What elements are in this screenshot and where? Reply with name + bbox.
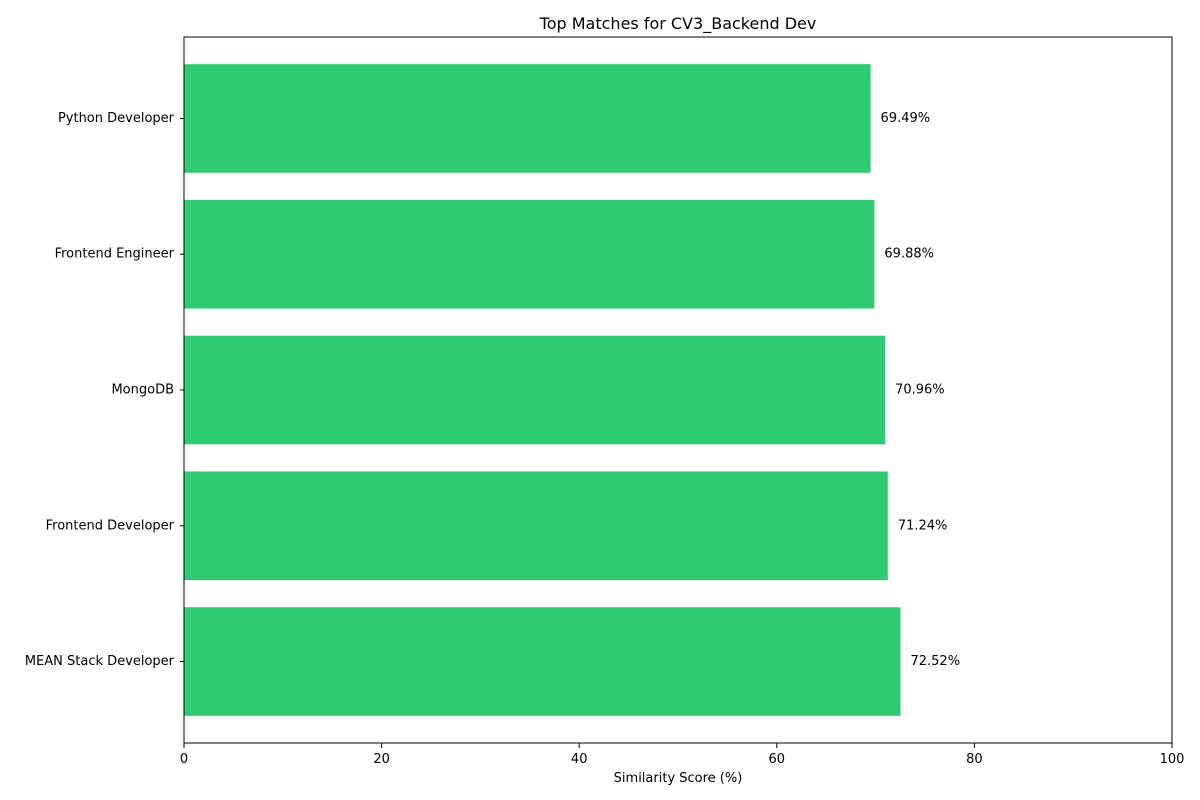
x-tick-label: 100 [1160, 752, 1185, 767]
bar [184, 199, 875, 309]
x-tick-label: 80 [966, 752, 983, 767]
x-tick-label: 60 [769, 752, 786, 767]
x-axis-label: Similarity Score (%) [614, 771, 743, 786]
bar [184, 64, 871, 173]
y-tick-label: Frontend Developer [46, 518, 175, 533]
y-tick-label: MongoDB [111, 383, 174, 398]
plot-frame [183, 36, 1173, 744]
y-tick-label: Frontend Engineer [55, 247, 175, 262]
bar-value-label: 69.88% [884, 247, 934, 262]
y-tick-label: MEAN Stack Developer [25, 654, 175, 669]
x-tick-label: 0 [180, 752, 188, 767]
bar-value-label: 71.24% [898, 518, 948, 533]
bar [184, 471, 888, 581]
x-tick-label: 40 [571, 752, 588, 767]
bar-value-label: 72.52% [910, 654, 960, 669]
bars-layer: 72.52% 71.24% 70.96% 69.88% 69.49% [184, 64, 960, 716]
bar-value-label: 70.96% [895, 383, 945, 398]
axes-layer: MEAN Stack Developer Frontend Developer Mo… [25, 36, 1185, 767]
bar [184, 335, 886, 445]
bar [184, 607, 901, 716]
chart-title: Top Matches for CV3_Backend Dev [539, 14, 817, 34]
bar-value-label: 69.49% [881, 111, 931, 126]
x-tick-label: 20 [373, 752, 390, 767]
y-tick-label: Python Developer [58, 111, 175, 126]
